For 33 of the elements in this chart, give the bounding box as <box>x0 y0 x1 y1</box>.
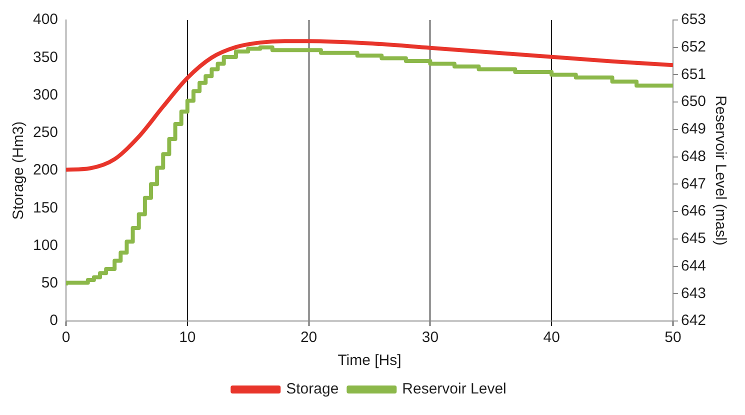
y2-tick-label: 643 <box>680 284 706 302</box>
y-tick-label: 100 <box>32 236 58 254</box>
y2-tick-label: 642 <box>680 312 706 330</box>
y2-tick-label: 652 <box>680 38 706 56</box>
y-tick-label: 200 <box>32 162 58 179</box>
x-tick-label: 10 <box>179 329 196 346</box>
y2-tick-label: 649 <box>680 120 706 138</box>
y-tick-label: 250 <box>32 124 58 142</box>
line-series <box>66 39 673 172</box>
x-tick-label: 0 <box>62 329 70 346</box>
y2-axis-title: Reservoir Level (masl) <box>712 95 729 246</box>
y2-tick-label: 646 <box>680 202 706 220</box>
y-tick-label: 350 <box>32 48 58 66</box>
y-tick-label: 0 <box>50 312 58 330</box>
y-tick-label: 150 <box>32 199 58 216</box>
y-tick-label: 50 <box>41 274 58 292</box>
y2-tick-label: 648 <box>680 148 706 165</box>
y2-tick-label: 651 <box>680 66 706 83</box>
y2-tick-label: 647 <box>680 175 706 192</box>
y2-tick-label: 650 <box>680 93 706 110</box>
y2-tick-label: 645 <box>680 230 706 248</box>
x-tick-label: 50 <box>664 329 682 346</box>
y-tick-label: 300 <box>32 86 58 104</box>
y2-tick-label: 653 <box>680 11 706 28</box>
y-tick-label: 400 <box>32 11 58 28</box>
y-axis-title: Storage (Hm3) <box>10 121 28 220</box>
y2-tick-label: 644 <box>680 257 706 274</box>
legend-label: Storage <box>286 380 339 398</box>
x-tick-label: 20 <box>300 329 318 346</box>
legend-label: Reservoir Level <box>402 380 506 398</box>
x-tick-label: 30 <box>422 329 439 346</box>
x-axis-title: Time [Hs] <box>338 352 402 370</box>
x-tick-label: 40 <box>543 329 560 346</box>
